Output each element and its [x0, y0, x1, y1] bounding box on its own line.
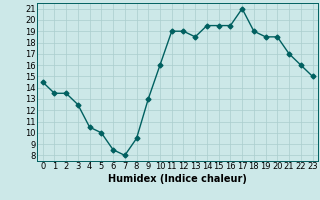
- X-axis label: Humidex (Indice chaleur): Humidex (Indice chaleur): [108, 174, 247, 184]
